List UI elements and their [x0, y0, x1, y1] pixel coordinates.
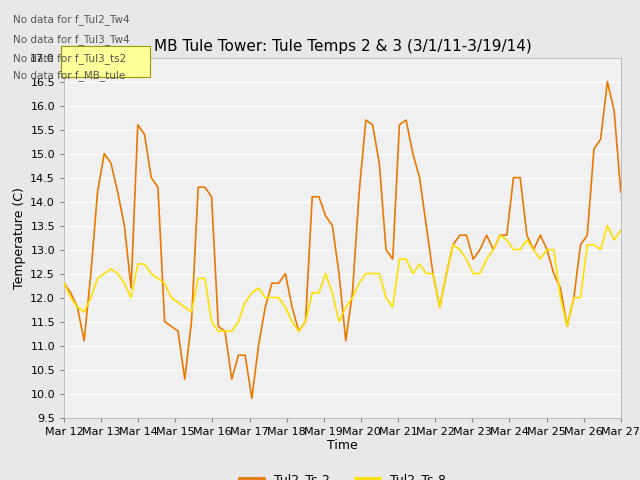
Tul2_Ts-8: [214, 328, 222, 334]
Tul2_Ts-2: [93, 189, 101, 195]
Tul2_Ts-8: [617, 228, 625, 233]
Legend: Tul2_Ts-2, Tul2_Ts-8: Tul2_Ts-2, Tul2_Ts-8: [234, 468, 451, 480]
Title: MB Tule Tower: Tule Temps 2 & 3 (3/1/11-3/19/14): MB Tule Tower: Tule Temps 2 & 3 (3/1/11-…: [154, 39, 531, 54]
Tul2_Ts-2: [604, 79, 611, 84]
Tul2_Ts-8: [490, 247, 497, 252]
Tul2_Ts-8: [60, 280, 68, 286]
Text: No data for f_Tul2_Tw4: No data for f_Tul2_Tw4: [13, 14, 129, 25]
Tul2_Ts-2: [248, 396, 255, 401]
Tul2_Ts-2: [67, 290, 74, 296]
Tul2_Ts-8: [342, 304, 349, 310]
Tul2_Ts-8: [67, 295, 74, 300]
Text: No data for f_Tul3_Tw4: No data for f_Tul3_Tw4: [13, 34, 129, 45]
Tul2_Ts-2: [60, 280, 68, 286]
Tul2_Ts-2: [342, 338, 349, 344]
Tul2_Ts-8: [315, 290, 323, 296]
Tul2_Ts-2: [315, 194, 323, 200]
Text: No data for f_Tul3_ts2: No data for f_Tul3_ts2: [13, 53, 126, 64]
Tul2_Ts-2: [617, 189, 625, 195]
Line: Tul2_Ts-8: Tul2_Ts-8: [64, 226, 621, 331]
Tul2_Ts-8: [516, 247, 524, 252]
Tul2_Ts-2: [516, 175, 524, 180]
Tul2_Ts-8: [604, 223, 611, 228]
Text: No data for f_MB_tule: No data for f_MB_tule: [13, 70, 125, 81]
X-axis label: Time: Time: [327, 439, 358, 453]
Y-axis label: Temperature (C): Temperature (C): [13, 187, 26, 288]
Line: Tul2_Ts-2: Tul2_Ts-2: [64, 82, 621, 398]
Tul2_Ts-2: [490, 247, 497, 252]
Tul2_Ts-8: [93, 276, 101, 281]
